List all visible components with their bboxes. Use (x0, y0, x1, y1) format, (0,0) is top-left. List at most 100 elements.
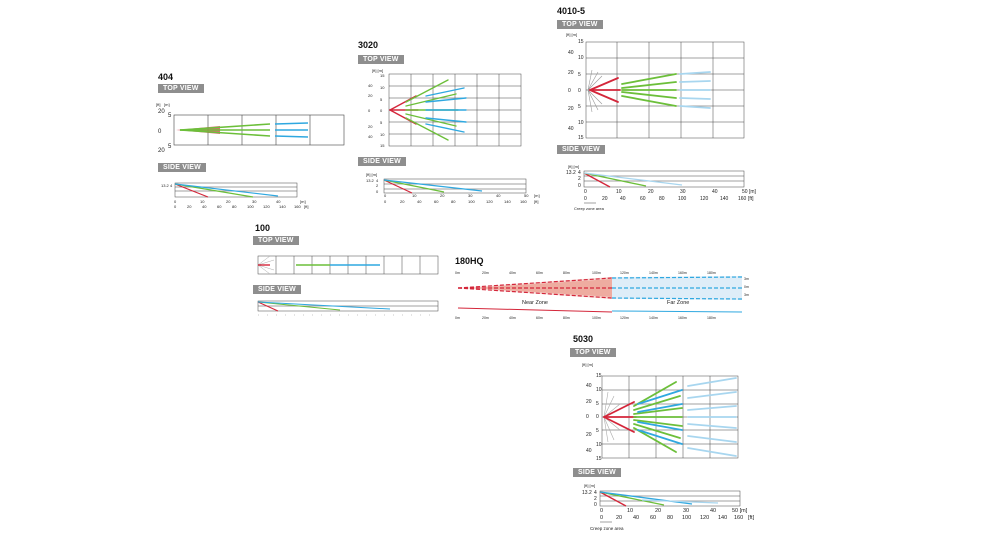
axis-label: 20 (158, 109, 165, 115)
model-title-4010-5: 4010-5 (557, 6, 586, 16)
axis-label: 0m (455, 271, 460, 275)
axis-label: 0m (744, 285, 749, 289)
axis-label: 40 (568, 50, 574, 56)
axis-label: 10 (596, 387, 602, 393)
svg-text:[ft] [m]: [ft] [m] (366, 172, 377, 177)
axis-label: 10 (200, 199, 205, 204)
axis-label: 120m (620, 316, 629, 320)
axis-label: 100 (682, 515, 691, 521)
axis-label: 40 (620, 196, 626, 202)
axis-label: 15 (596, 456, 602, 462)
side-view-badge: SIDE VIEW (158, 163, 206, 172)
axis-label: 140 (720, 196, 729, 202)
axis-label: 20 (368, 93, 373, 98)
svg-text:[ft] [m]: [ft] [m] (582, 362, 593, 367)
axis-label: 5 (168, 113, 172, 119)
side-view-diagram-5030: [ft] [m] 13.2 4 2 0 0 10 20 30 40 50 [m]… (582, 483, 755, 531)
axis-label: 10 (380, 85, 385, 90)
unit-label: [m] (534, 193, 540, 198)
axis-label: 10 (412, 193, 417, 198)
axis-label: 0 (584, 196, 587, 202)
axis-label: 160 (520, 199, 527, 204)
top-view-badge: TOP VIEW (158, 84, 204, 93)
model-title-5030: 5030 (573, 334, 594, 344)
axis-label: 0 (174, 204, 177, 209)
axis-label: 40 (586, 448, 592, 454)
axis-label: 2 (594, 496, 597, 502)
top-view-diagram-100 (257, 255, 439, 275)
axis-label: 5 (168, 144, 172, 150)
axis-label: 20 (187, 204, 192, 209)
axis-label: 20 (616, 515, 622, 521)
side-view-diagram-404: 13.2 4 0 10 20 30 40 [m] 0 20 40 60 80 1… (161, 182, 308, 209)
axis-label: 13.2 (366, 178, 375, 183)
axis-label: 30 (252, 199, 257, 204)
axis-label: 40 (710, 508, 716, 514)
axis-label: 100m (592, 316, 601, 320)
top-view-diagram-180hq: 0m 20m 40m 60m 80m 100m 120m 140m 160m 1… (455, 271, 749, 320)
axis-label: 20 (400, 199, 405, 204)
side-view-badge: SIDE VIEW (557, 145, 605, 154)
axis-label: 2 (376, 183, 379, 188)
axis-label: 60 (217, 204, 222, 209)
axis-label: 5 (380, 97, 383, 102)
axis-label: 50 [m] (732, 508, 748, 514)
axis-label: 40 (417, 199, 422, 204)
axis-label: 15 (380, 143, 385, 148)
axis-label: 0 (578, 183, 581, 189)
axis-label: 40 (368, 134, 373, 139)
axis-label: 20 (602, 196, 608, 202)
svg-text:[ft]: [ft] (156, 102, 160, 107)
axis-label: 10 (596, 442, 602, 448)
axis-label: 5 (578, 72, 581, 78)
top-view-badge: TOP VIEW (557, 20, 603, 29)
axis-label: [ft] (748, 515, 755, 521)
axis-label: 140 (279, 204, 286, 209)
top-view-diagram-404: [ft] [m] 20 0 20 5 5 (156, 102, 345, 154)
axis-label: 100 (678, 196, 687, 202)
axis-label: [m] (300, 199, 306, 204)
side-view-diagram-3020: [ft] [m] 13.2 4 2 0 0 10 20 30 40 50 [m]… (366, 172, 540, 204)
axis-label: 0 (568, 88, 571, 94)
axis-label: 40m (509, 316, 516, 320)
model-title-180hq: 180HQ (455, 256, 484, 266)
axis-label: 160m (678, 316, 687, 320)
axis-label: 5 (596, 428, 599, 434)
axis-label: 40 (276, 199, 281, 204)
axis-label: 30 (468, 193, 473, 198)
axis-label: 60m (536, 316, 543, 320)
top-view-badge: TOP VIEW (358, 55, 404, 64)
model-title-3020: 3020 (358, 40, 379, 50)
axis-label: 4 (376, 178, 379, 183)
axis-label: 15 (596, 373, 602, 379)
axis-label: 30 (683, 508, 689, 514)
axis-label: 20m (482, 316, 489, 320)
axis-label: 80m (563, 316, 570, 320)
axis-label: 0 (174, 199, 177, 204)
near-zone-label: Near Zone (522, 300, 548, 306)
axis-label: 10 (616, 189, 622, 195)
axis-label: 40 (586, 383, 592, 389)
svg-text:[ft] [m]: [ft] [m] (568, 164, 579, 169)
axis-label: 180m (707, 271, 716, 275)
far-zone-label: Far Zone (667, 300, 689, 306)
axis-label: 0 (368, 108, 371, 113)
axis-label: 20 (648, 189, 654, 195)
axis-label: 13.2 (161, 183, 170, 188)
axis-label: 15 (578, 39, 584, 45)
axis-label: 4 (578, 170, 581, 176)
model-title-404: 404 (158, 72, 174, 82)
axis-label: 5 (596, 401, 599, 407)
svg-text:[ft] [m]: [ft] [m] (372, 68, 383, 73)
side-view-badge: SIDE VIEW (253, 285, 301, 294)
axis-label: 80m (563, 271, 570, 275)
axis-label: 160 (294, 204, 301, 209)
creep-zone-label: Creep zone area (590, 526, 624, 531)
axis-label: 3m (744, 293, 749, 297)
unit-label: [ft] (534, 199, 538, 204)
axis-label: 80 (659, 196, 665, 202)
axis-label: 20 (586, 432, 592, 438)
axis-label: 5 (578, 104, 581, 110)
svg-text:[ft] [m]: [ft] [m] (584, 483, 595, 488)
axis-label: 20 (586, 399, 592, 405)
